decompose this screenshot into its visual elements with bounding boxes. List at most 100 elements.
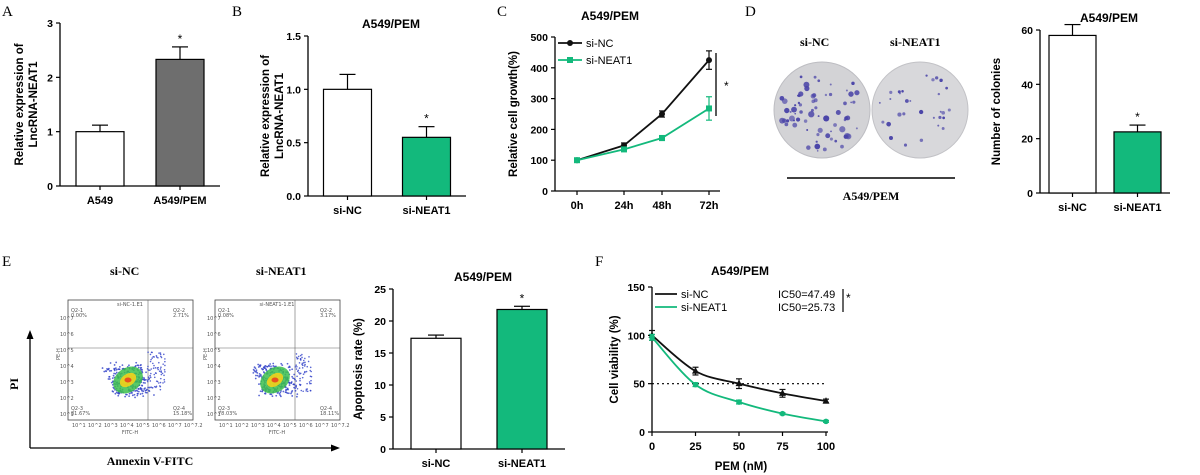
legend-label: si-NC	[586, 38, 614, 50]
flow-event	[159, 377, 162, 380]
colony	[902, 112, 906, 116]
colony	[843, 101, 847, 106]
flow-event	[160, 366, 162, 369]
flow-x-arrowhead	[331, 444, 340, 452]
flow-event	[259, 365, 262, 368]
colony	[904, 99, 909, 103]
flow-event	[304, 361, 306, 364]
y-axis-label-line: Number of colonies	[991, 58, 1003, 165]
flow-event	[144, 382, 146, 384]
chart-title: A549/PEM	[362, 17, 420, 31]
flow-event	[115, 361, 118, 364]
flow-x-title: FITC-H	[269, 430, 285, 436]
flow-event	[291, 368, 294, 371]
y-axis-label-line: Relative cell growth(%)	[508, 51, 520, 177]
flow-event	[255, 374, 257, 377]
flow-event	[301, 363, 303, 366]
colony	[808, 111, 815, 118]
flow-event	[292, 383, 295, 386]
flow-quadrant-label: Q2-3	[71, 406, 83, 412]
flow-event	[288, 369, 291, 371]
significance-star: *	[846, 291, 851, 305]
y-axis-label-line: Relative expression of	[260, 55, 272, 177]
colony	[795, 117, 801, 122]
flow-event	[153, 394, 155, 396]
flow-event	[157, 357, 159, 359]
y-axis-label-line: LncRNA-NEAT1	[28, 61, 40, 148]
flow-event	[261, 390, 264, 393]
colony	[918, 109, 924, 115]
flow-event	[131, 394, 134, 397]
panel-label-b: B	[232, 4, 242, 20]
colony	[817, 127, 823, 133]
panel-label-d: D	[745, 4, 756, 20]
significance-star: *	[178, 32, 183, 46]
flow-event	[139, 364, 142, 367]
flow-event	[153, 373, 156, 376]
colony	[855, 127, 858, 130]
legend-label: si-NEAT1	[681, 302, 727, 314]
y-tick-label: 20	[374, 316, 386, 328]
chart-f: 0 50 100 150 A549/PEM 0 25 50 75 100 PEM (nM) si-NC…	[609, 264, 851, 473]
bar	[410, 337, 462, 450]
y-axis-label: Relative expression of LncRNA-NEAT1	[14, 43, 40, 165]
flow-plot-frame	[67, 299, 194, 421]
colony	[889, 90, 893, 94]
flow-event	[287, 392, 290, 395]
colony	[823, 115, 830, 122]
colony	[888, 136, 893, 141]
flow-event	[147, 351, 149, 353]
flow-event	[136, 364, 139, 367]
flow-event	[309, 369, 312, 372]
x-tick-label: 50	[733, 441, 745, 453]
flow-event	[137, 390, 140, 393]
colony	[811, 99, 815, 104]
flow-x-axis-label: Annexin V-FITC	[107, 454, 194, 468]
flow-event	[149, 374, 151, 377]
flow-quadrant-label: 0.00%	[71, 313, 87, 319]
flow-event	[306, 365, 309, 368]
flow-event	[140, 387, 143, 390]
colony	[798, 91, 804, 97]
flow-event	[117, 394, 120, 397]
y-tick-label: 0	[542, 186, 548, 198]
flow-event	[293, 377, 296, 380]
flow-x-tick: 10^1	[72, 423, 86, 429]
colony	[810, 93, 816, 99]
flow-event	[164, 371, 166, 373]
colony	[794, 112, 797, 115]
flow-event	[270, 365, 272, 368]
x-tick-label: 0	[649, 441, 655, 453]
flow-event	[155, 372, 157, 375]
flow-event	[295, 368, 298, 370]
flow-event	[299, 383, 302, 386]
flow-event	[255, 370, 258, 373]
flow-event	[110, 369, 113, 372]
flow-event	[150, 386, 153, 389]
x-tick-label: si-NC	[1058, 202, 1087, 214]
flow-event	[155, 386, 157, 389]
flow-event	[309, 375, 312, 378]
flow-event	[130, 392, 133, 394]
colony	[931, 78, 935, 82]
flow-event	[291, 375, 294, 378]
x-tick-label: 24h	[615, 200, 634, 212]
colony	[938, 115, 942, 120]
colony	[792, 122, 798, 128]
colony	[794, 104, 797, 107]
flow-y-tick: 10^2	[60, 396, 74, 402]
colony	[845, 89, 848, 92]
data-point	[822, 397, 830, 404]
y-axis-label: Relative cell growth(%)	[508, 51, 520, 177]
flow-event	[128, 364, 130, 367]
flow-event	[284, 391, 287, 394]
y-axis-label: Cell viability (%)	[609, 315, 621, 403]
flow-event	[114, 372, 117, 375]
flow-event	[139, 388, 142, 391]
flow-quadrant-label: 15.18%	[173, 411, 192, 417]
flow-event	[162, 363, 164, 365]
flow-event	[298, 362, 301, 364]
flow-plot-frame	[214, 299, 341, 421]
flow-event	[297, 355, 300, 358]
flow-event	[103, 370, 106, 373]
